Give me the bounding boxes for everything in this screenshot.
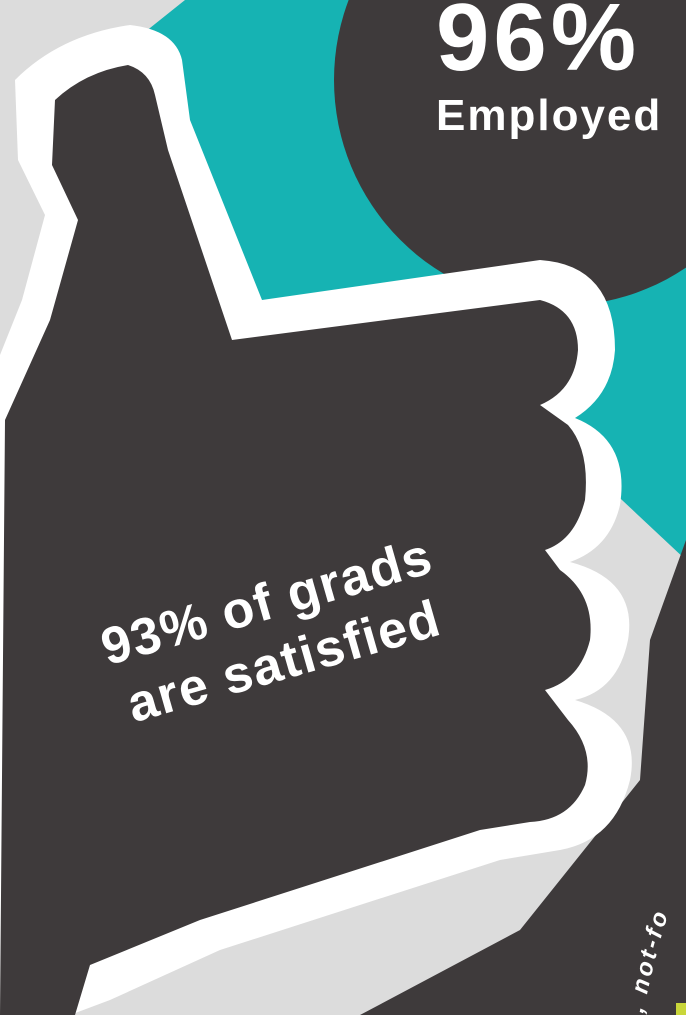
charcoal-panel bbox=[360, 540, 686, 1015]
employed-stat-value: 96% bbox=[436, 0, 640, 91]
employed-stat-circle bbox=[334, 0, 686, 306]
thumbs-up-fill bbox=[0, 65, 591, 1015]
thumbs-up-icon bbox=[0, 25, 632, 1015]
accent-mark bbox=[676, 1003, 686, 1015]
employed-stat-label: Employed bbox=[436, 91, 662, 140]
